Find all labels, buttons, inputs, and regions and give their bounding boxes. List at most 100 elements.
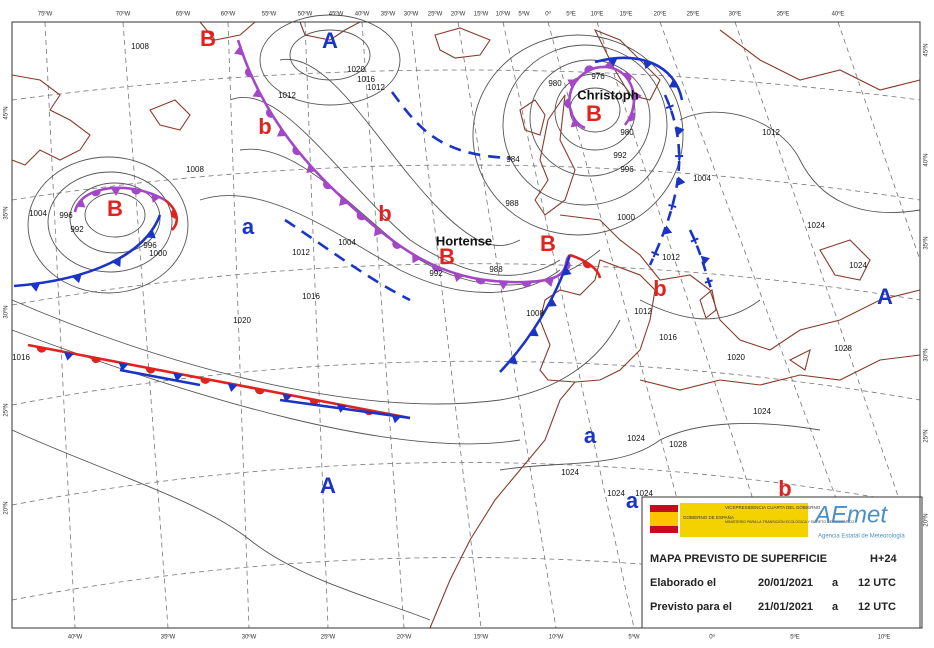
front-symbol: [547, 297, 557, 307]
cold-symbol: [544, 277, 554, 287]
bottom-lon-label: 10ºE: [878, 634, 891, 641]
cold-symbol: [227, 383, 238, 392]
front-symbol: [584, 65, 594, 73]
front-symbol: [643, 59, 653, 70]
cold-symbol: [700, 255, 710, 266]
bottom-lon-label: 20ºW: [397, 634, 412, 641]
cold-symbol: [547, 297, 557, 307]
warm-symbol: [582, 260, 592, 269]
bottom-lon-label: 0º: [709, 634, 715, 641]
left-lat-label: 20ºN: [3, 501, 10, 514]
storm-name: Christoph: [577, 87, 638, 102]
isobar-label: 992: [429, 269, 443, 278]
top-lon-label: 5ºW: [518, 11, 530, 18]
cold-symbol: [529, 327, 539, 337]
front-line: [499, 254, 572, 373]
cold-symbol: [76, 198, 86, 208]
warm-symbol: [244, 67, 252, 78]
cold-symbol: [633, 91, 642, 102]
cold-symbol: [570, 118, 580, 128]
front-symbol: [36, 346, 47, 353]
isobar-label: 992: [613, 151, 627, 160]
pressure-centre: B: [107, 196, 123, 221]
isobar-label: 1028: [834, 344, 852, 353]
pressure-centre: a: [584, 423, 597, 448]
front-symbol: [412, 253, 421, 264]
front-symbol: [392, 241, 402, 249]
top-lon-label: 10ºE: [591, 11, 604, 18]
front-symbol: [356, 211, 366, 221]
storm-name: Hortense: [436, 233, 492, 248]
front-symbol: [665, 102, 674, 111]
isobar-label: 1012: [292, 248, 310, 257]
pressure-centre: b: [378, 201, 391, 226]
trough-symbol: [665, 102, 674, 111]
warm-symbol: [36, 346, 47, 353]
isobar-label: 1004: [693, 174, 711, 183]
made-label: Elaborado el: [650, 577, 716, 589]
front-symbol: [676, 176, 686, 187]
cold-symbol: [675, 126, 685, 136]
valid-at: a: [832, 601, 839, 613]
bottom-lon-label: 35ºW: [161, 634, 176, 641]
front-symbol: [675, 152, 684, 161]
front-symbol: [475, 278, 486, 285]
front-symbol: [76, 198, 86, 208]
isobar-label: 1012: [662, 253, 680, 262]
fronts: [13, 39, 714, 424]
right-lat-label: 20ºN: [923, 513, 930, 526]
cold-symbol: [234, 46, 244, 56]
isobar-label: 1024: [561, 468, 579, 477]
left-lat-label: 30ºN: [3, 305, 10, 318]
isobar-label: 1024: [627, 434, 645, 443]
top-lon-label: 20ºE: [654, 11, 667, 18]
warm-symbol: [145, 367, 156, 374]
front-symbol: [633, 91, 642, 102]
front-symbol: [668, 78, 679, 88]
made-date: 20/01/2021: [758, 577, 813, 589]
cold-symbol: [151, 193, 161, 203]
cold-symbol: [668, 78, 679, 88]
cold-symbol: [604, 59, 615, 69]
top-lon-label: 45ºW: [329, 11, 344, 18]
isobar-label: 1020: [233, 316, 251, 325]
front-symbol: [118, 362, 129, 372]
front-symbol: [521, 281, 532, 287]
isobar-label: 1024: [807, 221, 825, 230]
left-lat-label: 25ºN: [3, 403, 10, 416]
isobar-label: 996: [620, 165, 634, 174]
isobar-label: 1020: [727, 353, 745, 362]
isobar-label: 1020: [347, 65, 365, 74]
pressure-centre: A: [322, 28, 338, 53]
front-symbol: [200, 377, 211, 384]
cold-symbol: [146, 229, 156, 239]
front-symbol: [112, 257, 121, 267]
logo-ministry: MINISTERIO PARA LA TRANSICIÓN ECOLÓGICA …: [725, 519, 855, 524]
isobar-label: 996: [143, 241, 157, 250]
cold-symbol: [118, 362, 129, 372]
top-lon-label: 75ºW: [38, 11, 53, 18]
front-symbol: [170, 208, 178, 219]
front-symbol: [675, 126, 685, 136]
pressure-centre: B: [586, 101, 602, 126]
top-lon-label: 25ºW: [428, 11, 443, 18]
map-frame: [11, 21, 921, 629]
cold-symbol: [662, 225, 673, 235]
warm-symbol: [292, 146, 301, 156]
pressure-centre: B: [439, 244, 455, 269]
front-symbol: [30, 283, 41, 292]
top-lon-label: 55ºW: [262, 11, 277, 18]
isobar-label: 1012: [367, 83, 385, 92]
isobar-label: 1016: [12, 353, 30, 362]
top-lon-label: 15ºW: [474, 11, 489, 18]
pressure-centre: a: [242, 214, 255, 239]
made-at: a: [832, 577, 839, 589]
bottom-lon-label: 25ºW: [321, 634, 336, 641]
right-lat-label: 30ºN: [923, 348, 930, 361]
warm-symbol: [584, 65, 594, 73]
isobar-label: 1024: [753, 407, 771, 416]
right-lat-label: 45ºN: [923, 43, 930, 56]
front-symbol: [453, 272, 464, 283]
front-symbol: [651, 249, 660, 258]
gov-logo-bg: [680, 503, 808, 537]
